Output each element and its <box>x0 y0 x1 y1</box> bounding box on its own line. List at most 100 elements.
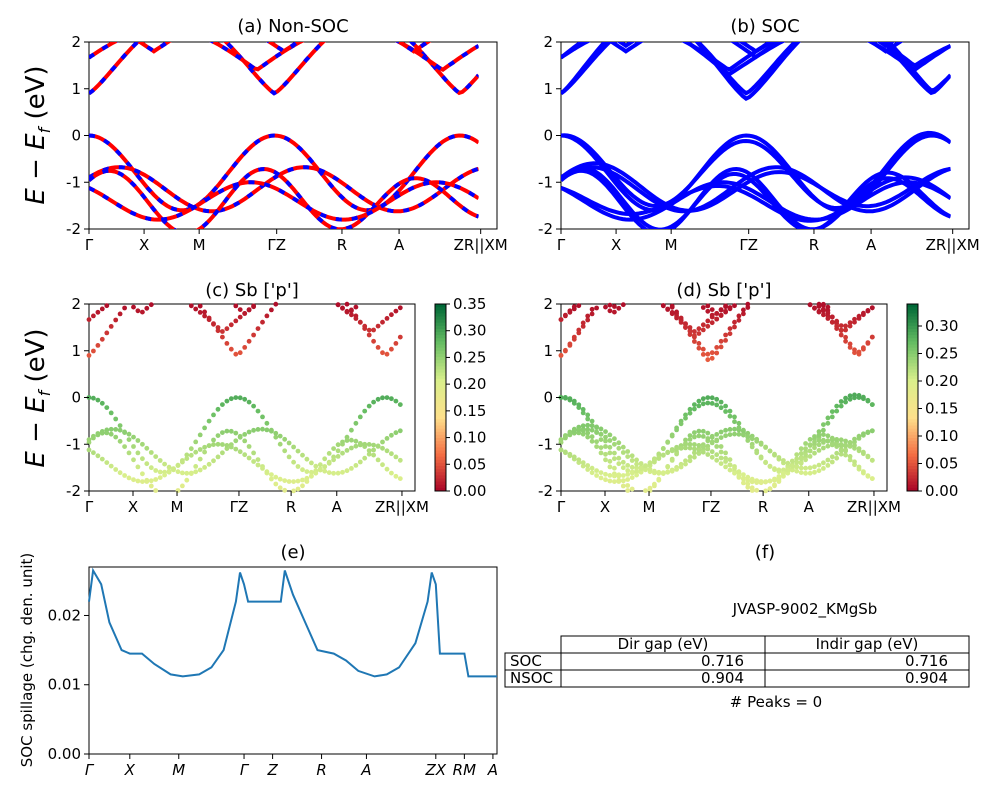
data-point <box>781 458 786 463</box>
data-point <box>362 455 368 461</box>
data-point <box>135 450 141 456</box>
colorbar-segment <box>435 363 446 367</box>
data-point <box>242 311 248 316</box>
data-point <box>865 340 871 345</box>
data-point <box>273 301 279 307</box>
data-point <box>211 437 216 443</box>
ytick-label: -1 <box>538 435 553 453</box>
data-point <box>812 469 817 475</box>
data-point <box>847 320 853 325</box>
data-point <box>696 341 702 346</box>
band-line-split <box>561 130 951 211</box>
data-point <box>349 466 354 471</box>
data-point <box>153 454 159 459</box>
data-point <box>816 462 822 468</box>
data-point <box>723 450 728 456</box>
data-point <box>144 461 150 467</box>
data-point <box>384 436 390 441</box>
data-point <box>772 476 777 482</box>
colorbar-tick-label: 0.35 <box>453 295 486 313</box>
data-point <box>852 316 857 322</box>
data-point <box>709 401 715 406</box>
panel-a-yticks: 2 1 0 -1 -2 <box>66 33 89 238</box>
data-point <box>558 353 564 358</box>
data-point <box>829 414 835 420</box>
data-point <box>335 454 341 459</box>
data-point <box>576 427 582 433</box>
data-point <box>598 426 604 432</box>
data-point <box>803 452 808 458</box>
data-point <box>745 430 751 436</box>
data-point <box>282 448 288 454</box>
data-point <box>812 445 817 451</box>
data-point <box>723 403 728 409</box>
panel-b-title: (b) SOC <box>730 16 799 37</box>
data-point <box>91 435 96 441</box>
data-point <box>224 428 230 434</box>
data-point <box>620 459 626 465</box>
colorbar-segment <box>435 372 446 377</box>
data-point <box>91 348 96 354</box>
data-point <box>563 347 568 353</box>
data-point <box>277 441 283 447</box>
data-point <box>393 454 399 460</box>
panel-c-points <box>86 301 403 494</box>
xtick-label: A <box>360 761 371 779</box>
data-point <box>291 488 296 494</box>
colorbar-segment <box>907 413 918 417</box>
colorbar-segment <box>435 428 446 433</box>
colorbar-tick-label: 0.30 <box>453 322 486 340</box>
data-point <box>763 445 768 450</box>
data-point <box>255 408 261 414</box>
data-point <box>612 309 617 315</box>
data-point <box>718 312 724 318</box>
data-point <box>603 438 608 444</box>
ytick-label: -2 <box>538 220 553 238</box>
data-point <box>794 460 800 465</box>
colorbar-tick-label: 0.00 <box>925 482 958 500</box>
data-point <box>727 331 733 337</box>
data-point <box>825 310 831 316</box>
data-point <box>389 470 394 476</box>
data-point <box>228 322 234 328</box>
data-point <box>794 456 800 462</box>
data-point <box>277 476 283 482</box>
data-point <box>620 444 626 450</box>
data-point <box>291 459 296 465</box>
ytick-label: 2 <box>543 33 553 51</box>
data-point <box>847 440 853 446</box>
data-point <box>683 442 688 447</box>
data-point <box>242 438 248 444</box>
data-point <box>687 445 693 451</box>
colorbar-frame <box>906 303 919 492</box>
data-point <box>687 325 693 330</box>
data-point <box>727 413 733 419</box>
data-point <box>745 478 751 483</box>
data-point <box>389 346 394 352</box>
data-point <box>193 449 199 455</box>
data-point <box>135 464 141 470</box>
data-point <box>629 470 635 476</box>
colorbar-segment <box>907 391 918 395</box>
data-point <box>825 433 831 439</box>
colorbar-segment <box>907 419 918 423</box>
data-point <box>687 458 693 464</box>
colorbar-segment <box>907 425 918 430</box>
data-point <box>785 460 791 466</box>
data-point <box>807 465 813 471</box>
data-point <box>807 302 813 308</box>
data-point <box>843 323 848 329</box>
data-point <box>803 446 808 451</box>
data-point <box>353 420 359 426</box>
data-point <box>340 469 345 475</box>
data-point <box>357 414 363 420</box>
colorbar-segment <box>907 459 918 464</box>
colorbar-tick-label: 0.00 <box>453 482 486 500</box>
colorbar-segment <box>435 310 446 314</box>
data-point <box>803 465 808 471</box>
data-point <box>625 483 631 488</box>
colorbar-segment <box>435 347 446 352</box>
colorbar-segment <box>435 484 446 489</box>
data-point <box>745 434 751 439</box>
data-point <box>727 326 733 331</box>
